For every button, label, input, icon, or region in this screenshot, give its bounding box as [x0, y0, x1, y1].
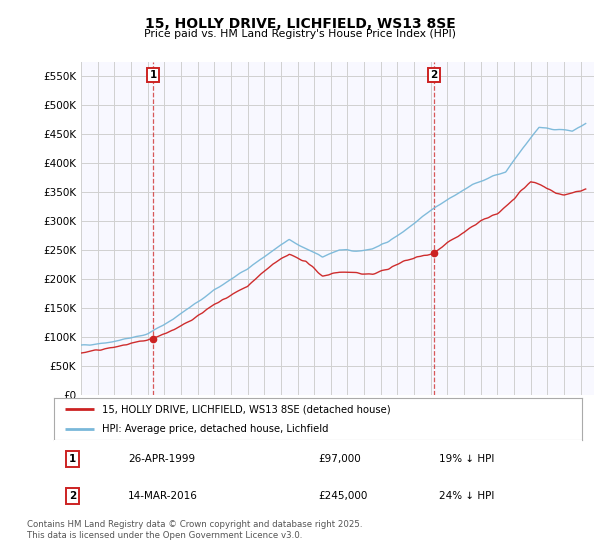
Text: 15, HOLLY DRIVE, LICHFIELD, WS13 8SE: 15, HOLLY DRIVE, LICHFIELD, WS13 8SE — [145, 17, 455, 31]
Text: 2: 2 — [69, 491, 76, 501]
Text: £245,000: £245,000 — [318, 491, 367, 501]
Text: Contains HM Land Registry data © Crown copyright and database right 2025.
This d: Contains HM Land Registry data © Crown c… — [27, 520, 362, 540]
Text: 14-MAR-2016: 14-MAR-2016 — [128, 491, 198, 501]
Text: 1: 1 — [69, 454, 76, 464]
Text: 26-APR-1999: 26-APR-1999 — [128, 454, 195, 464]
Text: Price paid vs. HM Land Registry's House Price Index (HPI): Price paid vs. HM Land Registry's House … — [144, 29, 456, 39]
Text: 15, HOLLY DRIVE, LICHFIELD, WS13 8SE (detached house): 15, HOLLY DRIVE, LICHFIELD, WS13 8SE (de… — [101, 404, 390, 414]
Text: HPI: Average price, detached house, Lichfield: HPI: Average price, detached house, Lich… — [101, 424, 328, 433]
Text: £97,000: £97,000 — [318, 454, 361, 464]
Text: 2: 2 — [430, 70, 438, 80]
Text: 1: 1 — [149, 70, 157, 80]
Text: 24% ↓ HPI: 24% ↓ HPI — [439, 491, 495, 501]
Text: 19% ↓ HPI: 19% ↓ HPI — [439, 454, 495, 464]
